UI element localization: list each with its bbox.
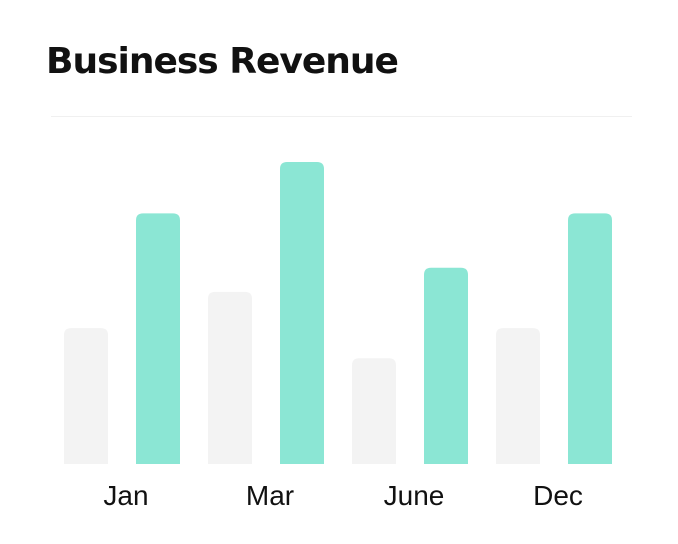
bar-mar-series-1 xyxy=(208,291,252,464)
bar-jan-series-1 xyxy=(64,328,108,464)
x-tick-label-jan: Jan xyxy=(103,480,148,511)
bar-jan-series-2 xyxy=(136,213,180,464)
title-divider xyxy=(51,116,632,117)
bar-dec-series-2 xyxy=(568,213,612,464)
bar-dec-series-1 xyxy=(496,328,540,464)
bar-mar-series-2 xyxy=(280,162,324,464)
chart-title: Business Revenue xyxy=(46,41,399,82)
x-tick-label-dec: Dec xyxy=(533,480,583,511)
bar-june-series-1 xyxy=(352,358,396,464)
x-tick-label-mar: Mar xyxy=(246,480,294,511)
x-tick-label-june: June xyxy=(384,480,445,511)
bar-june-series-2 xyxy=(424,267,468,464)
